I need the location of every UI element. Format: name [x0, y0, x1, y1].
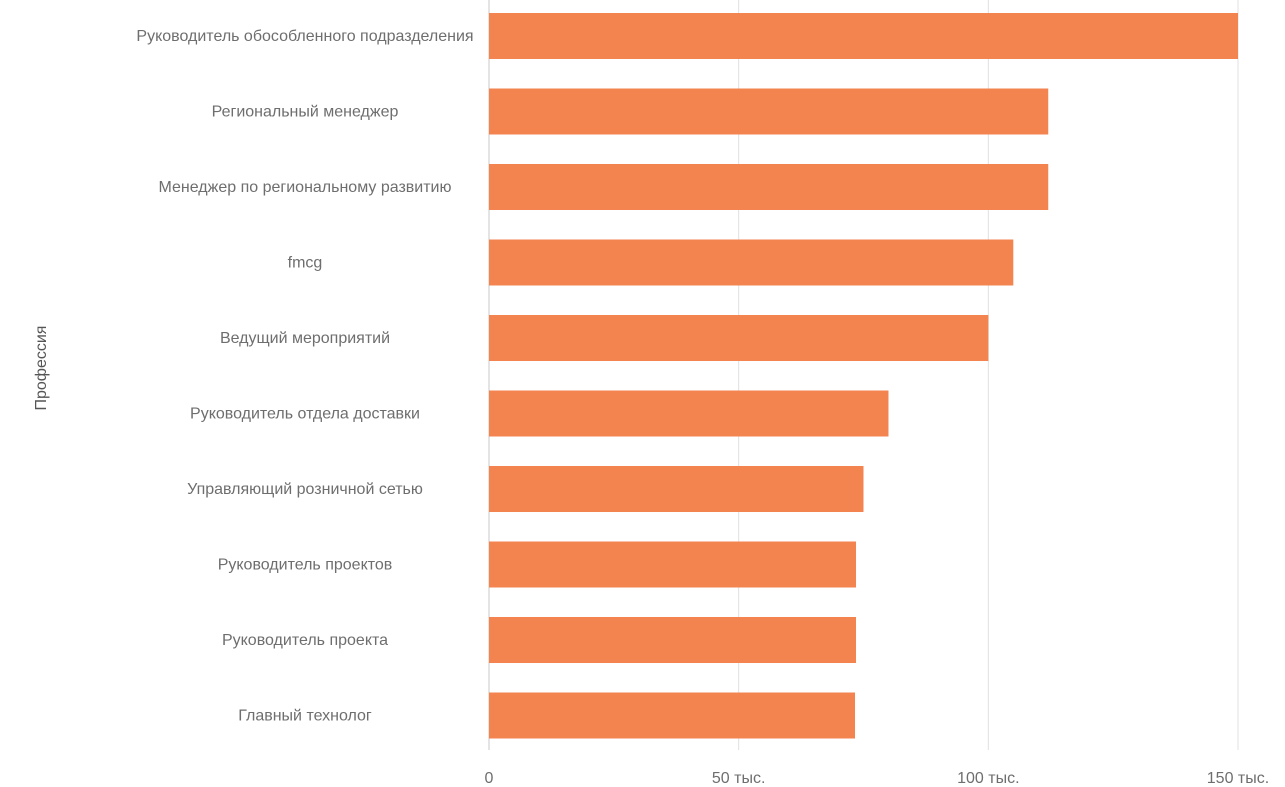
bar: [489, 390, 889, 437]
x-tick-label: 0: [485, 770, 494, 787]
category-label: Руководитель отдела доставки: [190, 406, 420, 423]
x-tick-label: 50 тыс.: [712, 770, 766, 787]
category-label: fmcg: [288, 255, 323, 272]
x-tick-labels: 0 50 тыс. 100 тыс. 150 тыс.: [485, 770, 1270, 787]
bar: [489, 692, 856, 739]
category-label: Ведущий мероприятий: [220, 330, 390, 347]
y-axis-title: Профессия: [33, 326, 50, 411]
bar: [489, 541, 857, 588]
category-label: Управляющий розничной сетью: [187, 481, 423, 498]
bar: [489, 88, 1049, 135]
bar: [489, 13, 1238, 59]
category-label: Региональный менеджер: [212, 104, 399, 121]
bar: [489, 164, 1049, 210]
bars: [489, 13, 1238, 739]
bar: [489, 466, 864, 512]
x-tick-label: 150 тыс.: [1207, 770, 1269, 787]
category-label: Менеджер по региональному развитию: [159, 179, 452, 196]
bar: [489, 315, 989, 361]
category-labels: Руководитель обособленного подразделения…: [136, 28, 473, 725]
category-label: Руководитель проектов: [218, 557, 393, 574]
category-label: Главный технолог: [238, 708, 372, 725]
x-tick-label: 100 тыс.: [957, 770, 1019, 787]
category-label: Руководитель проекта: [222, 632, 388, 649]
bar: [489, 617, 857, 663]
bar: [489, 239, 1014, 286]
category-label: Руководитель обособленного подразделения: [136, 28, 473, 45]
